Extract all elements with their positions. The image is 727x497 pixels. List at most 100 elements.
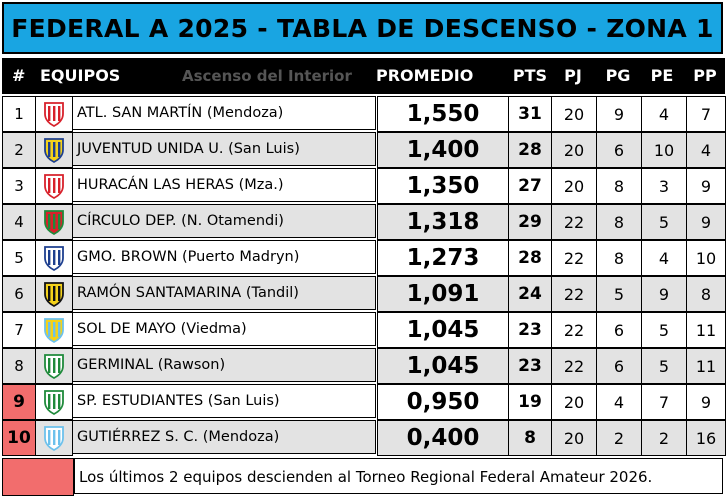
won-cell: 6 — [596, 348, 642, 384]
won-cell: 8 — [596, 204, 642, 240]
san-martin-mendoza-shield-icon — [44, 102, 64, 127]
table-row: 1 ATL. SAN MARTÍN (Mendoza) 1,550 31 20 9 4 7 — [2, 96, 726, 132]
played-cell: 22 — [551, 276, 597, 312]
table-row: 7 SOL DE MAYO (Viedma) 1,045 23 22 6 5 11 — [2, 312, 726, 348]
drawn-cell: 7 — [641, 384, 687, 420]
average-cell: 1,045 — [377, 348, 509, 384]
relegation-note: Los últimos 2 equipos descienden al Torn… — [74, 458, 723, 494]
won-cell: 2 — [596, 420, 642, 456]
points-cell: 28 — [508, 240, 552, 276]
shield-cell — [35, 384, 73, 420]
lost-cell: 7 — [686, 96, 726, 132]
points-cell: 27 — [508, 168, 552, 204]
won-cell: 5 — [596, 276, 642, 312]
shield-cell — [35, 168, 73, 204]
points-cell: 23 — [508, 312, 552, 348]
drawn-cell: 10 — [641, 132, 687, 168]
lost-cell: 11 — [686, 312, 726, 348]
juventud-unida-shield-icon — [44, 138, 64, 163]
relegation-legend-swatch — [2, 458, 74, 496]
table-row: 4 CÍRCULO DEP. (N. Otamendi) 1,318 29 22 8 5 9 — [2, 204, 726, 240]
header-won: PG — [605, 66, 631, 85]
played-cell: 22 — [551, 204, 597, 240]
shield-cell — [35, 96, 73, 132]
lost-cell: 9 — [686, 384, 726, 420]
points-cell: 23 — [508, 348, 552, 384]
played-cell: 20 — [551, 384, 597, 420]
average-cell: 0,400 — [377, 420, 509, 456]
drawn-cell: 4 — [641, 240, 687, 276]
lost-cell: 4 — [686, 132, 726, 168]
header-drawn: PE — [650, 66, 674, 85]
table-title: FEDERAL A 2025 - TABLA DE DESCENSO - ZON… — [2, 2, 723, 54]
drawn-cell: 5 — [641, 204, 687, 240]
table-footer: Los últimos 2 equipos descienden al Torn… — [2, 458, 725, 496]
team-name-cell: GMO. BROWN (Puerto Madryn) — [72, 240, 376, 274]
average-cell: 1,318 — [377, 204, 509, 240]
table-row: 6 RAMÓN SANTAMARINA (Tandil) 1,091 24 22 5 9 8 — [2, 276, 726, 312]
points-cell: 8 — [508, 420, 552, 456]
team-name-cell: RAMÓN SANTAMARINA (Tandil) — [72, 276, 376, 310]
team-name-cell: GERMINAL (Rawson) — [72, 348, 376, 382]
won-cell: 4 — [596, 384, 642, 420]
position-cell: 3 — [2, 168, 36, 204]
played-cell: 20 — [551, 132, 597, 168]
played-cell: 20 — [551, 96, 597, 132]
position-cell: 8 — [2, 348, 36, 384]
germinal-shield-icon — [44, 354, 64, 379]
table-row: 8 GERMINAL (Rawson) 1,045 23 22 6 5 11 — [2, 348, 726, 384]
header-played: PJ — [564, 66, 582, 85]
position-cell: 10 — [2, 420, 36, 456]
position-cell: 7 — [2, 312, 36, 348]
position-cell: 5 — [2, 240, 36, 276]
team-name-cell: GUTIÉRREZ S. C. (Mendoza) — [72, 420, 376, 454]
played-cell: 20 — [551, 420, 597, 456]
points-cell: 29 — [508, 204, 552, 240]
table-row: 3 HURACÁN LAS HERAS (Mza.) 1,350 27 20 8 3 9 — [2, 168, 726, 204]
drawn-cell: 5 — [641, 348, 687, 384]
lost-cell: 9 — [686, 204, 726, 240]
shield-cell — [35, 240, 73, 276]
shield-cell — [35, 204, 73, 240]
shield-cell — [35, 276, 73, 312]
won-cell: 6 — [596, 312, 642, 348]
won-cell: 8 — [596, 240, 642, 276]
table-header: # EQUIPOS Ascenso del Interior PROMEDIO … — [2, 58, 725, 94]
gutierrez-shield-icon — [44, 426, 64, 451]
lost-cell: 9 — [686, 168, 726, 204]
points-cell: 24 — [508, 276, 552, 312]
played-cell: 22 — [551, 348, 597, 384]
average-cell: 1,045 — [377, 312, 509, 348]
sportivo-estudiantes-shield-icon — [44, 390, 64, 415]
guillermo-brown-shield-icon — [44, 246, 64, 271]
table-row: 2 JUVENTUD UNIDA U. (San Luis) 1,400 28 20 6 1… — [2, 132, 726, 168]
won-cell: 6 — [596, 132, 642, 168]
circulo-deportivo-shield-icon — [44, 210, 64, 235]
shield-cell — [35, 312, 73, 348]
played-cell: 22 — [551, 312, 597, 348]
drawn-cell: 2 — [641, 420, 687, 456]
average-cell: 0,950 — [377, 384, 509, 420]
shield-cell — [35, 348, 73, 384]
shield-cell — [35, 132, 73, 168]
points-cell: 31 — [508, 96, 552, 132]
points-cell: 28 — [508, 132, 552, 168]
sol-de-mayo-shield-icon — [44, 318, 64, 343]
header-average: PROMEDIO — [376, 66, 474, 85]
lost-cell: 16 — [686, 420, 726, 456]
team-name-cell: JUVENTUD UNIDA U. (San Luis) — [72, 132, 376, 166]
team-name-cell: SOL DE MAYO (Viedma) — [72, 312, 376, 346]
team-name-cell: SP. ESTUDIANTES (San Luis) — [72, 384, 376, 418]
shield-cell — [35, 420, 73, 456]
huracan-las-heras-shield-icon — [44, 174, 64, 199]
team-name-cell: CÍRCULO DEP. (N. Otamendi) — [72, 204, 376, 238]
header-position: # — [12, 66, 26, 85]
won-cell: 9 — [596, 96, 642, 132]
points-cell: 19 — [508, 384, 552, 420]
table-row: 9 SP. ESTUDIANTES (San Luis) 0,950 19 20 4 7 9 — [2, 384, 726, 420]
drawn-cell: 5 — [641, 312, 687, 348]
played-cell: 22 — [551, 240, 597, 276]
position-cell: 6 — [2, 276, 36, 312]
average-cell: 1,550 — [377, 96, 509, 132]
